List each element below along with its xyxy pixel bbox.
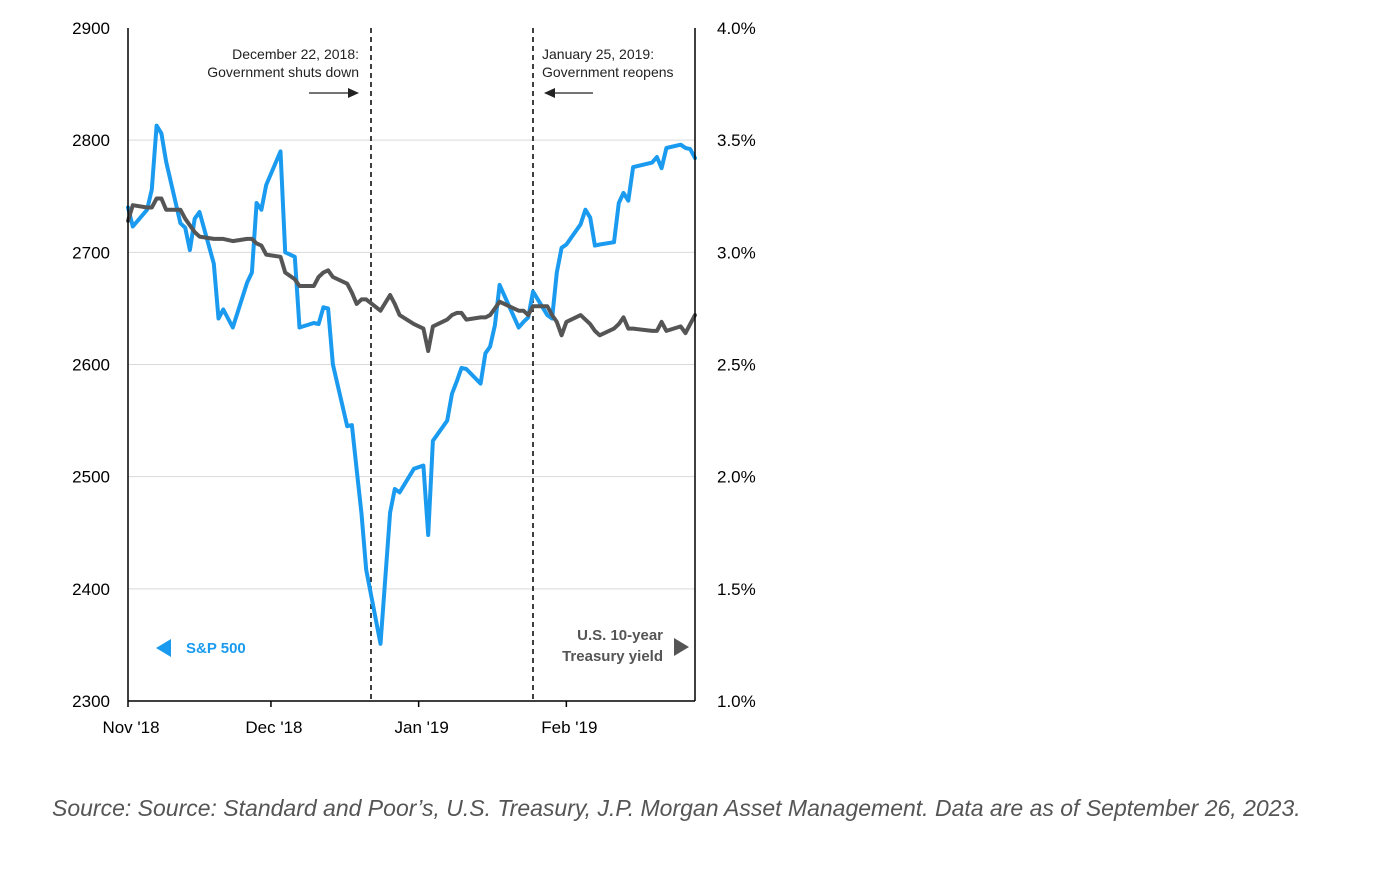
y-left-tick-label: 2600 (72, 356, 110, 375)
annotation-title: January 25, 2019: (542, 46, 654, 62)
y-right-tick-label: 1.0% (717, 692, 756, 711)
annotation-subtitle: Government reopens (542, 64, 674, 80)
y-left-tick-label: 2400 (72, 580, 110, 599)
legend: S&P 500 U.S. 10-year Treasury yield (156, 627, 689, 665)
right-arrow-icon (674, 638, 689, 656)
legend-sp500-label: S&P 500 (186, 640, 246, 657)
x-tick-label: Feb '19 (541, 718, 597, 737)
y-right-tick-label: 2.0% (717, 468, 756, 487)
y-left-tick-label: 2800 (72, 131, 110, 150)
annotation-title: December 22, 2018: (232, 46, 359, 62)
annotations: December 22, 2018: Government shuts down J… (207, 46, 674, 98)
annotation-subtitle: Government shuts down (207, 64, 359, 80)
y-left-tick-label: 2900 (72, 19, 110, 38)
arrow-left-icon (544, 88, 555, 98)
y-right-tick-label: 4.0% (717, 19, 756, 38)
treasury-yield-line (126, 196, 697, 353)
legend-treasury-label-line2: Treasury yield (562, 648, 663, 665)
y-left-tick-label: 2300 (72, 692, 110, 711)
legend-treasury-label-line1: U.S. 10-year (577, 627, 663, 644)
series-lines (126, 123, 697, 646)
left-arrow-icon (156, 639, 171, 657)
sp500-line (126, 123, 697, 646)
source-note: Source: Source: Standard and Poor’s, U.S… (52, 795, 1301, 821)
x-tick-label: Jan '19 (394, 718, 448, 737)
y-right-tick-label: 3.5% (717, 131, 756, 150)
chart: 2300 2400 2500 2600 2700 2800 2900 1.0% 1.5% 2.0%… (72, 19, 756, 737)
x-tick-label: Dec '18 (245, 718, 302, 737)
y-left-tick-label: 2500 (72, 468, 110, 487)
arrow-right-icon (348, 88, 359, 98)
x-tick-label: Nov '18 (102, 718, 159, 737)
y-right-tick-label: 1.5% (717, 580, 756, 599)
y-right-tick-label: 3.0% (717, 243, 756, 262)
axes (127, 28, 696, 707)
tick-labels: 2300 2400 2500 2600 2700 2800 2900 1.0% 1.5% 2.0%… (72, 19, 756, 737)
y-left-tick-label: 2700 (72, 243, 110, 262)
gridlines (128, 139, 695, 590)
y-right-tick-label: 2.5% (717, 356, 756, 375)
